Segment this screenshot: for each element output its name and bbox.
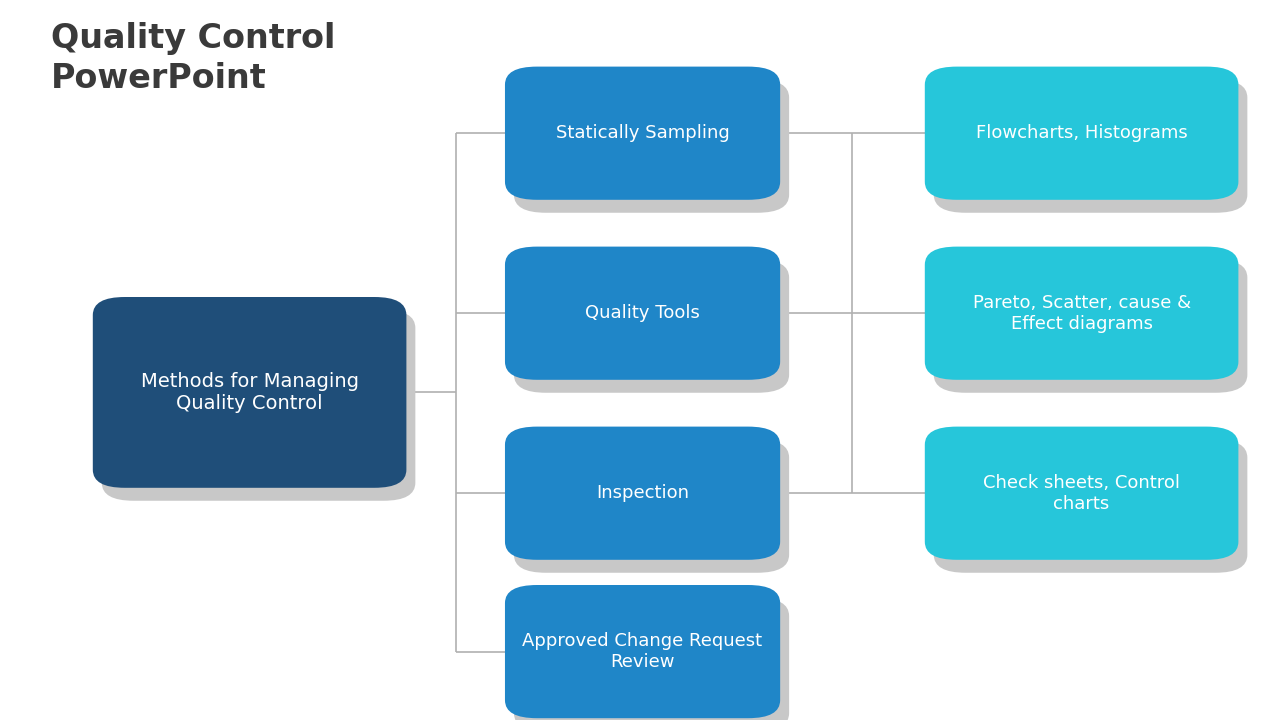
FancyBboxPatch shape [515,80,790,213]
FancyBboxPatch shape [506,585,781,719]
FancyBboxPatch shape [515,439,790,573]
Text: Quality Control
PowerPoint: Quality Control PowerPoint [51,22,335,96]
FancyBboxPatch shape [506,426,781,560]
FancyBboxPatch shape [102,310,415,501]
Text: Methods for Managing
Quality Control: Methods for Managing Quality Control [141,372,358,413]
Text: Inspection: Inspection [596,484,689,503]
FancyBboxPatch shape [924,426,1238,560]
FancyBboxPatch shape [515,598,790,720]
Text: Flowcharts, Histograms: Flowcharts, Histograms [975,124,1188,143]
Text: Quality Tools: Quality Tools [585,304,700,323]
FancyBboxPatch shape [924,246,1238,380]
Text: Statically Sampling: Statically Sampling [556,124,730,143]
FancyBboxPatch shape [506,67,781,200]
FancyBboxPatch shape [93,297,407,488]
FancyBboxPatch shape [515,260,790,393]
FancyBboxPatch shape [933,439,1247,573]
FancyBboxPatch shape [924,67,1238,200]
Text: Approved Change Request
Review: Approved Change Request Review [522,632,763,671]
Text: Check sheets, Control
charts: Check sheets, Control charts [983,474,1180,513]
FancyBboxPatch shape [933,260,1247,393]
FancyBboxPatch shape [933,80,1247,213]
Text: Pareto, Scatter, cause &
Effect diagrams: Pareto, Scatter, cause & Effect diagrams [973,294,1190,333]
FancyBboxPatch shape [506,246,781,380]
